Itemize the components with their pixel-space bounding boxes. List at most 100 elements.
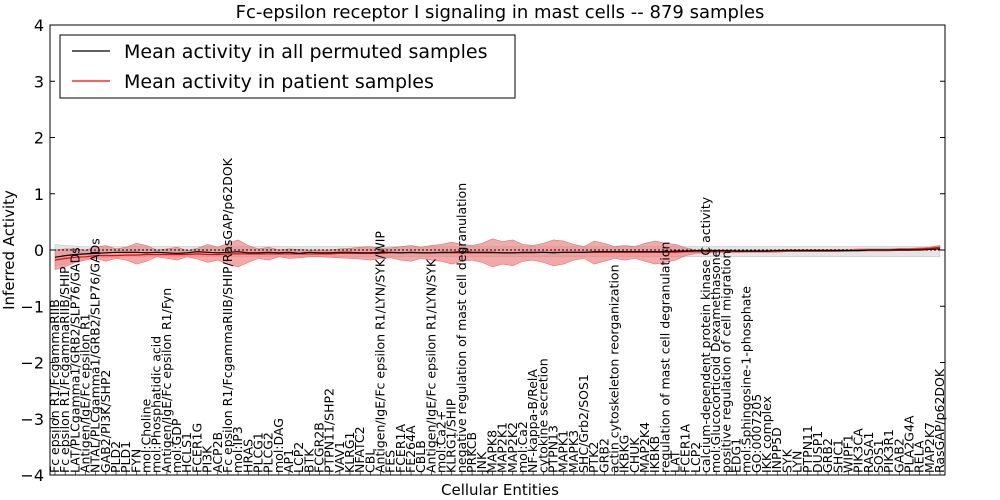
x-tick-label: PLA2G4A	[902, 415, 917, 473]
x-tick-label: KLRG1	[342, 432, 357, 474]
x-tick-label: MAP2K2	[505, 422, 520, 473]
y-tick-label: 2	[34, 129, 44, 148]
x-tick-label: IKBKB	[647, 436, 662, 473]
x-tick-label: LCP2	[291, 442, 306, 473]
legend-label-permuted: Mean activity in all permuted samples	[124, 41, 487, 63]
x-tick-label: regulation of mast cell degranulation	[657, 242, 672, 473]
x-tick-label: MAPK3	[566, 430, 581, 473]
x-tick-label: NTAL/PLCgamma1/GRB2/SLP76/GADs	[88, 238, 103, 473]
x-tick-label: AP1	[281, 449, 296, 473]
x-tick-label: PTPN11	[800, 425, 815, 473]
band-patient	[54, 238, 941, 271]
y-axis-label: Inferred Activity	[0, 190, 18, 310]
x-tick-label: PTPN11/SHP2	[322, 388, 337, 473]
x-tick-label: MAPK1	[556, 430, 571, 473]
x-tick-label: MAPK8	[484, 430, 499, 473]
x-tick-label: mol:DAG	[271, 418, 286, 473]
x-tick-label: Fc epsilon R1/FcgammaRIIB/SHIP/RasGAP/p6…	[220, 157, 235, 473]
legend: Mean activity in all permuted samples Me…	[59, 34, 516, 99]
y-tick-label: −4	[20, 466, 44, 485]
x-tick-label: RasGAP/p62DOK	[932, 368, 947, 473]
x-axis-label: Cellular Entities	[441, 481, 559, 499]
legend-box	[59, 34, 516, 99]
x-tick-label: positive regulation of cell migration	[718, 251, 733, 473]
x-tick-label: SYK	[779, 448, 794, 473]
x-tick-label: FCER1A	[393, 424, 408, 473]
y-tick-label: 0	[34, 241, 44, 260]
y-tick-label: −3	[20, 410, 44, 429]
x-tick-label: GO:0007205	[749, 394, 764, 473]
x-tick-label: GAB2	[891, 438, 906, 473]
x-tick-label: FCER1A	[678, 424, 693, 473]
x-tick-label: GAB2/PI3K/SHP2	[98, 370, 113, 473]
series-line-permuted	[54, 248, 941, 258]
x-tick-label: LAT/PLCgamma1/GRB2/SLP76/GADs	[67, 247, 82, 473]
x-tick-label: MAP2K1	[495, 422, 510, 473]
x-tick-label: mol:Ca2+	[434, 411, 449, 473]
x-tick-label: IKK complex	[759, 396, 774, 473]
x-tick-label: Fc epsilon R1/FcgammaRIIB/SHIP	[57, 266, 72, 473]
x-tick-label: negative regulation of mast cell degranu…	[454, 183, 469, 473]
x-tick-label: LCP2	[688, 442, 703, 473]
x-tick-label: Antigen/IgE/Fc epsilon R1/LYN/SYK	[423, 258, 438, 473]
x-tick-label: PRKCB	[464, 432, 479, 473]
x-tick-label: Antigen/IgE/Fc epsilon R1/Fyn	[159, 288, 174, 473]
y-tick-label: 4	[34, 16, 44, 35]
x-tick-label: LAT	[668, 450, 683, 473]
x-tick-label: CHUK	[627, 437, 642, 473]
x-tick-label: PIK3CA	[851, 428, 866, 473]
x-tick-label: SOS1	[871, 439, 886, 473]
y-tick-label: 1	[34, 185, 44, 204]
x-tick-label: PLCG2	[261, 432, 276, 473]
x-tick-label: FES	[383, 450, 398, 473]
x-tick-label: mol:Choline	[139, 398, 154, 473]
x-tick-label: calcium-dependent protein kinase C activ…	[698, 196, 713, 473]
x-tick-label: PLD1	[118, 441, 133, 473]
x-tick-label: mol:IP3	[230, 426, 245, 473]
x-tick-label: DUSP1	[810, 431, 825, 473]
x-tick-label: mol:Ca2	[515, 421, 530, 473]
x-tick-label: PLCG1	[250, 432, 265, 473]
x-tick-label: RELA	[912, 440, 927, 473]
y-tick-label: −2	[20, 354, 44, 373]
x-tick-label: mol:Phosphatidic acid	[149, 336, 164, 473]
x-tick-label: FE264A	[403, 425, 418, 473]
x-tick-label: FCER1G	[189, 423, 204, 473]
x-tick-label: WIPF1	[840, 434, 855, 473]
x-tick-label: mol:Sphingosine-1-phosphate	[739, 286, 754, 473]
x-tick-label: NF-kappa-B/RelA	[525, 369, 540, 473]
x-tick-label: PTK2	[586, 442, 601, 473]
y-tick-label: −1	[20, 297, 44, 316]
x-tick-label: HRAS	[240, 439, 255, 473]
x-tick-label: cytokine secretion	[535, 358, 550, 473]
x-tick-label: IKBKG	[617, 435, 632, 473]
x-tick-label: GRB2	[596, 438, 611, 473]
x-tick-label: RASA1	[861, 432, 876, 473]
x-tick-label: BTK	[301, 448, 316, 473]
x-tick-label: GRB2	[820, 438, 835, 473]
y-tick-label: 3	[34, 72, 44, 91]
x-tick-label: PI3K	[200, 445, 215, 473]
x-tick-label: mol:GDP	[169, 418, 184, 473]
x-tick-label: SHC/Grb2/SOS1	[576, 374, 591, 473]
x-tick-label: MAP2K7	[922, 422, 937, 473]
x-tick-label: VAV1	[332, 441, 347, 473]
x-tick-label: Antigen/IgE/Fc epsilon R1	[78, 313, 93, 473]
x-tick-label: JNK	[474, 451, 489, 474]
x-tick-label: LYN	[790, 451, 805, 473]
x-tick-label: actin cytoskeleton reorganization	[607, 264, 622, 473]
x-tick-label: PLD2	[108, 441, 123, 473]
x-tick-label: PTPN13	[545, 425, 560, 473]
x-tick-label: KLRG1/SHIP	[444, 398, 459, 473]
x-tick-label: NFATC2	[352, 426, 367, 473]
x-tick-label: HCLS1	[179, 432, 194, 473]
x-tick-label: FYN	[128, 449, 143, 473]
x-tick-label: MAP2K4	[637, 422, 652, 473]
x-tick-label: ACP2B	[210, 432, 225, 473]
legend-label-patient: Mean activity in patient samples	[124, 71, 434, 93]
x-tick-label: PIK3R1	[881, 429, 896, 473]
x-tick-label: Fc epsilon R1/FcgammaRIIB	[47, 299, 62, 473]
chart-title: Fc-epsilon receptor I signaling in mast …	[236, 2, 765, 23]
